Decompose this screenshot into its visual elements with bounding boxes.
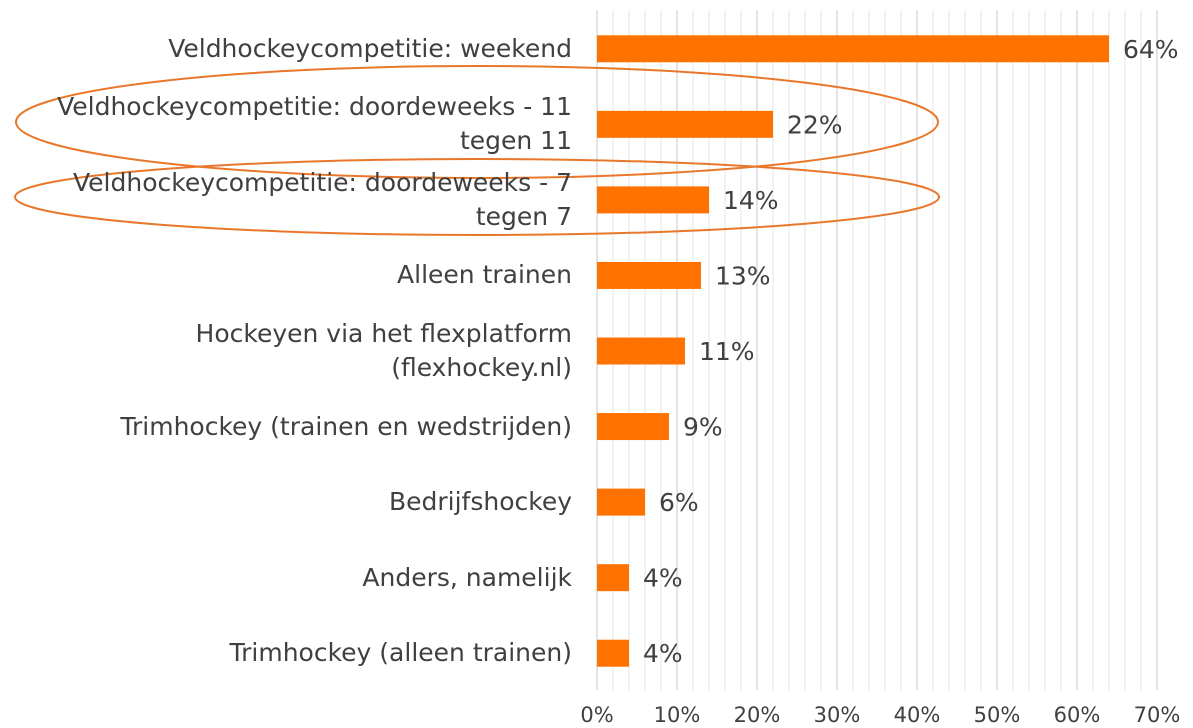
value-label: 4% [643, 639, 683, 668]
value-label: 22% [787, 110, 843, 139]
x-tick-label: 60% [1054, 703, 1101, 727]
value-label: 4% [643, 564, 683, 593]
category-label: Bedrijfshockey [388, 487, 572, 517]
bar [597, 186, 709, 214]
category-label: Anders, namelijk [362, 562, 572, 592]
value-label: 11% [699, 337, 755, 366]
value-label: 13% [715, 261, 771, 290]
bar [597, 261, 701, 289]
category-label: Veldhockeycompetitie: doordeweeks - 11 t… [57, 92, 572, 156]
x-tick-label: 20% [734, 703, 781, 727]
value-label: 9% [683, 413, 723, 442]
highlight-ellipse [15, 65, 939, 179]
category-label: Hockeyen via het flexplatform (flexhocke… [195, 319, 572, 382]
bar [597, 564, 629, 592]
category-label: Trimhockey (alleen trainen) [229, 638, 572, 668]
bar [597, 110, 773, 138]
x-tick-label: 0% [580, 703, 613, 727]
x-tick-label: 70% [1134, 703, 1181, 727]
bars [597, 35, 1109, 667]
value-label: 6% [659, 488, 699, 517]
highlight-ellipse [14, 158, 940, 236]
bar [597, 337, 685, 365]
bar [597, 488, 645, 516]
bar [597, 639, 629, 667]
x-tick-label: 50% [974, 703, 1021, 727]
bar [597, 413, 669, 441]
value-label: 64% [1123, 35, 1179, 64]
value-label: 14% [723, 186, 779, 215]
category-label: Trimhockey (trainen en wedstrijden) [120, 411, 572, 441]
category-label: Veldhockeycompetitie: doordeweeks - 7 te… [73, 167, 572, 231]
category-label: Alleen trainen [397, 260, 572, 290]
category-label: Veldhockeycompetitie: weekend [168, 33, 572, 63]
x-tick-label: 10% [654, 703, 701, 727]
x-tick-label: 40% [894, 703, 941, 727]
bar [597, 35, 1109, 63]
x-tick-label: 30% [814, 703, 861, 727]
